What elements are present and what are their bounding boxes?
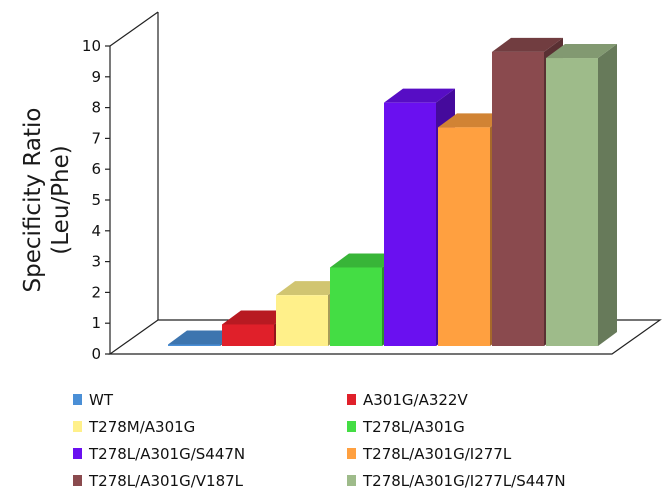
legend-swatch: [73, 421, 82, 432]
bar-top: [546, 44, 617, 59]
bar-top: [384, 88, 455, 103]
legend-item: T278M/A301G: [73, 418, 195, 436]
bar-top: [276, 281, 347, 296]
bar-t278l-a301g-i277l-s447n: [546, 44, 617, 347]
y-tick-label: 10: [82, 37, 101, 55]
legend-item: T278L/A301G/S447N: [73, 445, 245, 463]
legend-label: T278L/A301G: [362, 418, 465, 436]
y-tick-label: 3: [91, 253, 101, 271]
y-tick-label: 0: [91, 345, 101, 363]
legend-item: T278L/A301G/I277L/S447N: [347, 472, 566, 490]
legend-item: WT: [73, 391, 114, 409]
y-tick-label: 6: [91, 160, 101, 178]
y-tick-label: 5: [91, 191, 101, 209]
legend-label: T278L/A301G/V187L: [88, 472, 244, 490]
bar-top: [330, 253, 401, 268]
y-tick-label: 1: [91, 314, 101, 332]
legend-item: T278L/A301G/V187L: [73, 472, 244, 490]
bar-front: [330, 267, 382, 346]
legend-label: T278M/A301G: [88, 418, 195, 436]
legend-label: WT: [89, 391, 114, 409]
bar-top: [492, 37, 563, 52]
bar-top: [438, 113, 509, 128]
bar-front: [384, 102, 436, 347]
bar-side: [598, 44, 617, 347]
y-tick-label: 7: [91, 129, 101, 147]
legend-swatch: [347, 448, 356, 459]
legend-swatch: [347, 475, 356, 486]
y-axis-title-line-2: (Leu/Phe): [48, 145, 74, 254]
legend-item: T278L/A301G: [347, 418, 465, 436]
y-axis-ticks: 0 1 2 3 4 5 6 7 8 9 10: [82, 37, 110, 363]
legend-swatch: [347, 421, 356, 432]
y-tick-label: 2: [91, 283, 101, 301]
legend-label: T278L/A301G/I277L/S447N: [362, 472, 566, 490]
legend-label: A301G/A322V: [363, 391, 468, 409]
y-tick-label: 8: [91, 99, 101, 117]
bar-front: [492, 51, 544, 347]
top-diagonal: [109, 11, 159, 47]
legend-swatch: [73, 475, 82, 486]
bar-top: [168, 330, 239, 345]
y-axis-title: Specificity Ratio (Leu/Phe): [20, 108, 74, 293]
legend-label: T278L/A301G/I277L: [362, 445, 512, 463]
y-axis-title-line-1: Specificity Ratio: [20, 108, 46, 293]
legend-swatch: [347, 394, 356, 405]
bar-front: [222, 324, 274, 346]
legend-swatch: [73, 448, 82, 459]
axes: [108, 11, 662, 355]
floor: [108, 319, 662, 355]
legend-label: T278L/A301G/S447N: [88, 445, 245, 463]
bar-front: [546, 58, 598, 347]
legend-item: T278L/A301G/I277L: [347, 445, 512, 463]
bar-top: [222, 310, 293, 325]
bars: [168, 37, 617, 347]
bar-front: [276, 295, 328, 346]
legend-item: A301G/A322V: [347, 391, 468, 409]
legend-swatch: [73, 394, 82, 405]
y-tick-label: 4: [91, 222, 101, 240]
bar-front: [438, 127, 490, 346]
y-tick-label: 9: [91, 68, 101, 86]
bar-front: [168, 344, 220, 346]
legend: WT A301G/A322V T278M/A301G T278L/A301G T278L…: [73, 391, 566, 490]
